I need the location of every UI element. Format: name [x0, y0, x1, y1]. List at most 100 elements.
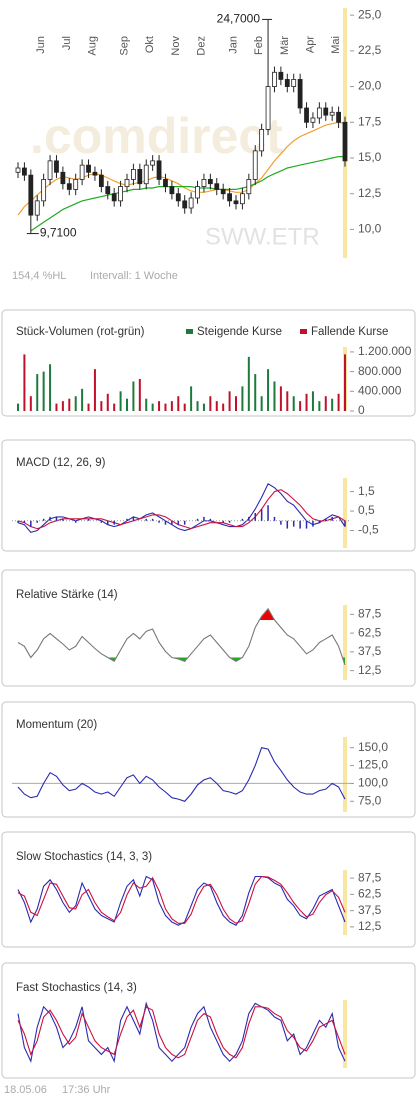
panel-title: Stück-Volumen (rot-grün)	[16, 326, 145, 338]
volume-bar	[273, 381, 276, 411]
y-tick-label: -0,5	[358, 523, 379, 537]
histogram-bar	[222, 520, 224, 523]
x-tick-label: Jul	[61, 36, 73, 50]
volume-bar	[81, 388, 84, 411]
y-tick-label: 15,0	[358, 150, 382, 164]
candle-body	[182, 200, 188, 209]
volume-bar	[151, 403, 154, 411]
histogram-bar	[331, 516, 333, 521]
volume-bar	[119, 391, 122, 411]
footer-date: 18.05.06	[4, 1084, 47, 1096]
volume-bar	[36, 374, 39, 411]
histogram-bar	[286, 520, 289, 529]
volume-bar	[215, 401, 218, 411]
candle-body	[336, 111, 341, 123]
candle-body	[54, 160, 59, 173]
candle-body	[278, 71, 284, 80]
histogram-bar	[241, 518, 244, 521]
histogram-bar	[107, 520, 109, 525]
histogram-bar	[36, 520, 38, 523]
histogram-bar	[292, 520, 295, 527]
candle-body	[342, 121, 348, 162]
x-tick-label: Jun	[35, 36, 47, 54]
note: 154,4 %HL	[12, 270, 66, 282]
histogram-bar	[325, 518, 327, 521]
volume-bar	[228, 391, 231, 411]
histogram-bar	[145, 518, 147, 521]
volume-bar	[196, 401, 199, 411]
candle-body	[150, 160, 156, 166]
volume-bar	[23, 354, 26, 411]
volume-bar	[305, 393, 308, 411]
panel-title: Fast Stochastics (14, 3)	[16, 982, 137, 994]
y-tick-label: 25,0	[358, 7, 382, 21]
histogram-bar	[42, 518, 45, 521]
current-band	[343, 737, 347, 812]
x-tick-label: Mai	[330, 36, 342, 54]
volume-bar	[68, 398, 71, 411]
histogram-bar	[196, 518, 199, 521]
y-tick-label: 12,5	[358, 186, 382, 200]
candle-body	[41, 179, 47, 202]
histogram-bar	[113, 520, 115, 525]
y-tick-label: 0,5	[358, 503, 375, 517]
volume-bar	[299, 401, 302, 411]
candle-body	[240, 193, 245, 205]
series-line	[17, 747, 346, 802]
histogram-bar	[209, 518, 212, 521]
histogram-bar	[312, 520, 314, 527]
candle-body	[214, 183, 220, 190]
legend-swatch	[300, 329, 307, 334]
volume-bar	[113, 403, 116, 411]
volume-bar	[93, 369, 96, 411]
candle-body	[86, 164, 91, 173]
panel-title: Relative Stärke (14)	[16, 589, 118, 601]
volume-bar	[292, 396, 295, 411]
histogram-bar	[183, 520, 186, 525]
series-line	[17, 875, 346, 924]
volume-bar	[42, 371, 45, 411]
volume-bar	[87, 403, 90, 411]
volume-bar	[311, 391, 314, 411]
x-tick-label: Jan	[227, 36, 239, 54]
y-tick-label: 37,5	[358, 903, 382, 917]
volume-bar	[254, 374, 257, 411]
candle-body	[272, 71, 277, 87]
panel-box	[1, 701, 416, 818]
y-tick-label: 10,0	[358, 222, 382, 236]
footer-time: 17:36 Uhr	[62, 1084, 111, 1096]
candle-body	[169, 186, 175, 195]
candle-body	[105, 186, 111, 195]
histogram-bar	[30, 520, 32, 527]
candle-body	[143, 164, 149, 185]
volume-bar	[138, 379, 141, 411]
histogram-bar	[273, 516, 276, 521]
volume-bar	[29, 396, 32, 411]
current-band	[343, 605, 347, 680]
volume-bar	[17, 403, 19, 411]
candle-body	[47, 160, 53, 180]
candle-body	[34, 200, 40, 216]
volume-bar	[74, 396, 77, 411]
y-tick-label: 17,5	[358, 114, 382, 128]
x-tick-label: Feb	[253, 36, 265, 55]
histogram-bar	[100, 520, 103, 523]
volume-bar	[106, 393, 109, 411]
moving-average	[17, 121, 346, 216]
current-band	[343, 478, 347, 548]
histogram-bar	[171, 520, 173, 525]
volume-bar	[267, 369, 270, 411]
histogram-bar	[228, 520, 231, 523]
annotation: 9,7100	[40, 226, 77, 240]
histogram-bar	[248, 516, 250, 521]
series-line	[17, 489, 346, 530]
annotation: 24,7000	[217, 12, 261, 26]
candle-body	[79, 164, 85, 180]
candle-body	[195, 186, 200, 199]
histogram-bar	[17, 520, 19, 523]
volume-bar	[190, 386, 193, 411]
y-tick-label: 1.200.000	[358, 344, 412, 358]
candle-body	[297, 79, 303, 109]
panel-box	[1, 309, 416, 417]
